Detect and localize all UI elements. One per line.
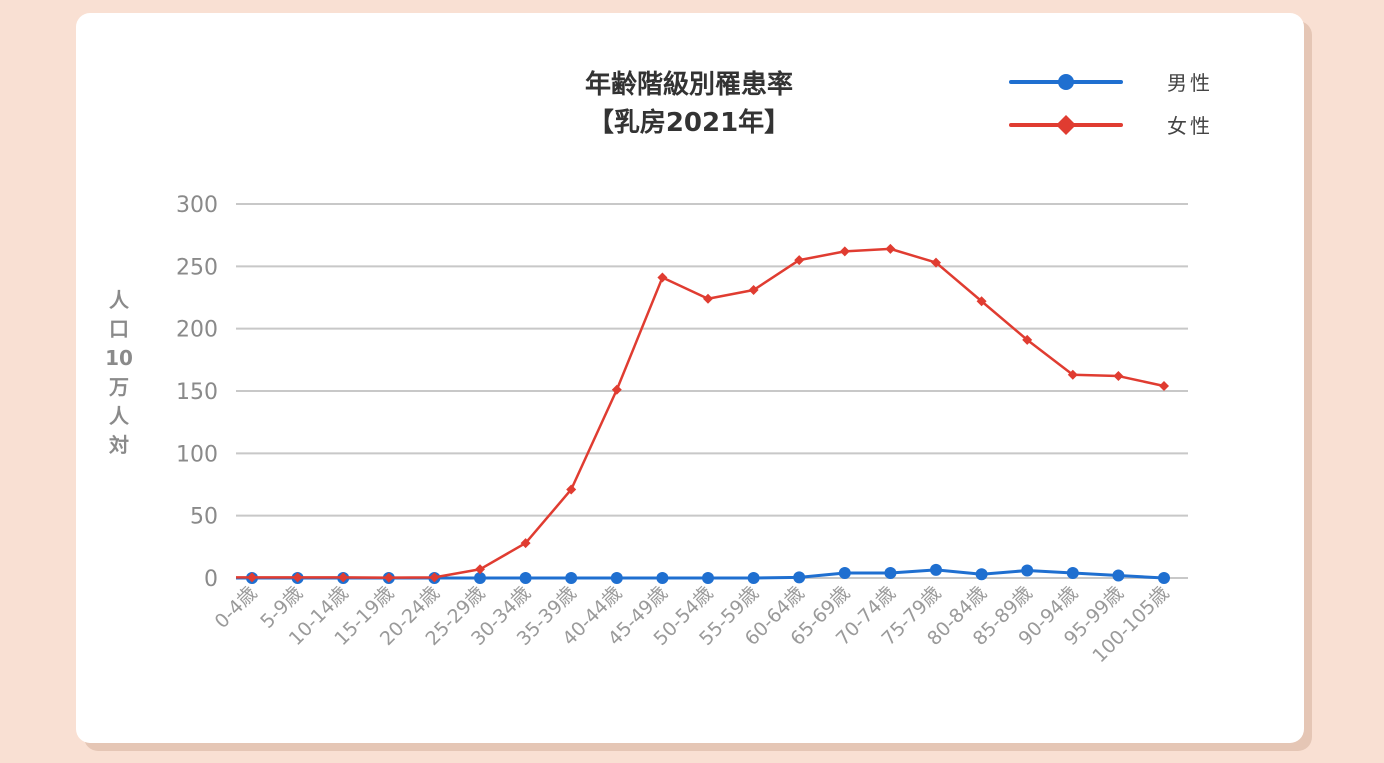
data-point[interactable] — [748, 285, 759, 296]
data-point[interactable] — [976, 296, 987, 307]
y-axis-label: 人 口 10 万 人 対 — [104, 286, 134, 460]
chart-title-main: 年齢階級別罹患率 — [584, 70, 793, 100]
y-axis-label-char: 対 — [109, 433, 129, 457]
data-point[interactable] — [566, 484, 577, 495]
chart-title-sub: 【乳房2021年】 — [587, 108, 791, 138]
legend-label-female: 女性 — [1167, 114, 1213, 138]
y-axis-label-char: 10 — [105, 346, 133, 370]
data-point[interactable] — [1159, 381, 1169, 392]
y-axis-label-char: 人 — [109, 404, 129, 428]
x-tick-label: 0-4歳 — [211, 582, 262, 633]
series-female — [236, 243, 1169, 583]
data-point[interactable] — [565, 572, 578, 584]
data-point[interactable] — [975, 568, 988, 581]
data-point[interactable] — [383, 572, 394, 583]
y-axis-label-char: 万 — [109, 375, 129, 399]
data-point[interactable] — [885, 243, 896, 254]
data-point[interactable] — [793, 571, 806, 584]
data-point[interactable] — [1021, 564, 1034, 577]
legend: 男性 女性 — [1005, 64, 1235, 150]
y-tick-label: 50 — [190, 505, 218, 530]
y-tick-label: 0 — [204, 567, 218, 592]
y-tick-label: 100 — [176, 442, 218, 467]
data-point[interactable] — [838, 567, 851, 580]
data-point[interactable] — [839, 246, 850, 257]
data-point[interactable] — [1067, 369, 1078, 380]
chart-title: 年齢階級別罹患率 【乳房2021年】 — [0, 66, 1384, 142]
y-tick-label: 150 — [176, 380, 218, 405]
data-point[interactable] — [429, 572, 440, 583]
data-point[interactable] — [338, 572, 349, 583]
data-point[interactable] — [520, 538, 531, 549]
legend-item-female[interactable]: 女性 — [1005, 107, 1235, 150]
data-point[interactable] — [519, 572, 532, 584]
data-point[interactable] — [1158, 572, 1170, 584]
data-point[interactable] — [657, 272, 668, 283]
circle-marker-icon — [1009, 74, 1123, 90]
data-point[interactable] — [247, 572, 257, 583]
data-point[interactable] — [747, 572, 760, 584]
y-tick-label: 200 — [176, 318, 218, 343]
data-point[interactable] — [794, 255, 805, 266]
data-point[interactable] — [1112, 569, 1125, 582]
data-point[interactable] — [702, 572, 714, 584]
data-point[interactable] — [474, 572, 486, 584]
data-point[interactable] — [292, 572, 303, 583]
data-point[interactable] — [703, 293, 713, 304]
chart-card — [76, 13, 1304, 743]
y-tick-label: 250 — [176, 255, 218, 280]
y-axis-label-char: 口 — [109, 317, 129, 341]
data-point[interactable] — [611, 384, 622, 395]
legend-item-male[interactable]: 男性 — [1005, 64, 1235, 107]
data-point[interactable] — [1066, 567, 1079, 580]
diamond-marker-icon — [1009, 115, 1123, 135]
data-point[interactable] — [656, 572, 669, 584]
data-point[interactable] — [930, 563, 942, 576]
data-point[interactable] — [1113, 371, 1124, 382]
data-point[interactable] — [884, 567, 897, 580]
series-male — [236, 563, 1170, 584]
data-point[interactable] — [610, 572, 623, 584]
data-point[interactable] — [475, 564, 485, 575]
y-axis-label-char: 人 — [109, 288, 129, 312]
legend-label-male: 男性 — [1167, 71, 1213, 95]
y-tick-label: 300 — [176, 193, 218, 218]
data-point[interactable] — [931, 257, 941, 268]
data-point[interactable] — [1022, 334, 1033, 345]
